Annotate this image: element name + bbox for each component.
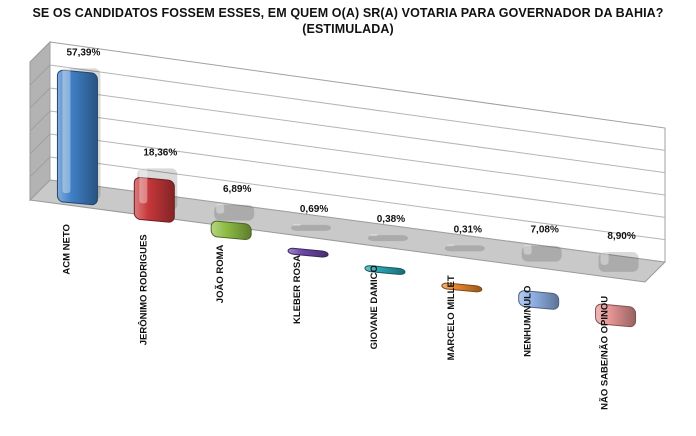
bar-highlight: [523, 244, 532, 255]
bar-highlight: [446, 244, 455, 247]
gridline: [49, 110, 666, 196]
bar-0: [56, 69, 98, 206]
bar-2: [210, 220, 252, 241]
gridline: [49, 156, 666, 241]
value-label-0: 57,39%: [66, 47, 100, 58]
bar-5: [441, 282, 483, 293]
bar-4: [364, 265, 406, 275]
bar-1: [133, 176, 175, 223]
gridline: [49, 64, 666, 151]
bar-shadow: [444, 245, 485, 252]
category-label-4: GIOVANE DAMICO: [369, 265, 380, 349]
bar-highlight: [62, 67, 71, 194]
gridline-side: [29, 156, 51, 178]
bar-3: [287, 247, 329, 258]
gridline-side: [29, 110, 51, 132]
bar-highlight: [293, 223, 302, 226]
value-label-2: 6,89%: [223, 184, 251, 195]
value-label-5: 0,31%: [454, 224, 482, 235]
bar-highlight: [369, 234, 378, 237]
bar-shadow: [367, 235, 408, 242]
category-label-7: NÃO SABE/NÃO OPINOU: [600, 296, 611, 410]
bar-highlight: [139, 167, 148, 204]
category-label-3: KLEBER ROSA: [292, 255, 303, 324]
value-label-6: 7,08%: [531, 225, 559, 236]
bar-6: [518, 290, 560, 310]
value-label-3: 0,69%: [300, 204, 328, 215]
bar-shadow: [598, 251, 639, 272]
bar-shadow: [214, 204, 255, 221]
category-label-2: JOÃO ROMA: [215, 244, 226, 303]
labels-group: 57,39% ACM NETO 18,36% JERÔNIMO RODRIGUES 6,…: [61, 47, 635, 410]
gridline-side: [29, 133, 51, 155]
category-label-6: NENHUM/NULO: [523, 286, 534, 357]
bars-group: [56, 67, 639, 328]
bar-highlight: [600, 250, 609, 265]
value-label-4: 0,38%: [377, 214, 405, 225]
gridline-side: [29, 64, 51, 86]
bar-shadow: [291, 224, 332, 231]
bar-shadow: [521, 245, 562, 262]
gridline-side: [29, 87, 51, 109]
bar-7: [595, 303, 637, 328]
category-label-5: MARCELO MILLET: [446, 275, 457, 360]
chart-subtitle: (ESTIMULADA): [302, 22, 394, 36]
category-label-0: ACM NETO: [61, 224, 72, 275]
value-label-7: 8,90%: [607, 231, 635, 242]
chart-frame: [28, 40, 667, 283]
gridline: [49, 133, 666, 218]
category-label-1: JERÔNIMO RODRIGUES: [137, 234, 149, 345]
value-label-1: 18,36%: [143, 147, 177, 158]
gridline: [49, 87, 666, 174]
chart-title: SE OS CANDIDATOS FOSSEM ESSES, EM QUEM O…: [32, 6, 664, 20]
bar-highlight: [216, 203, 225, 214]
